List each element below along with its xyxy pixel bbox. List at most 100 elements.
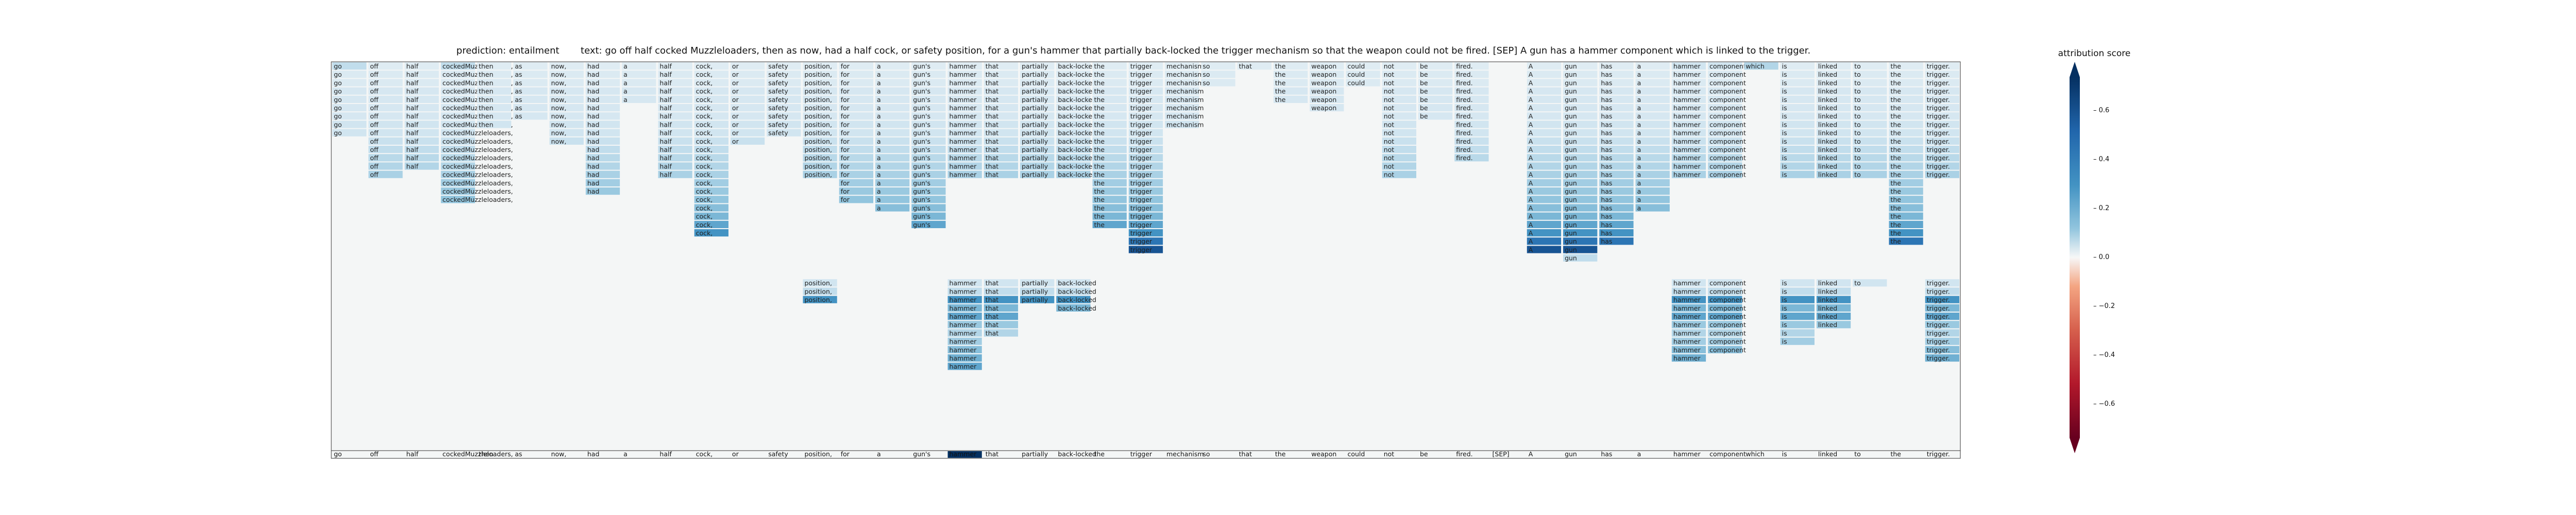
heatmap-cell bbox=[1165, 87, 1199, 95]
heatmap-cell bbox=[513, 104, 548, 112]
heatmap-cell bbox=[1563, 129, 1598, 136]
heatmap-cell bbox=[1563, 212, 1598, 220]
heatmap-cell bbox=[875, 187, 910, 195]
heatmap-cell-label: half bbox=[406, 162, 419, 170]
heatmap-cell-label: gun's bbox=[913, 129, 930, 137]
heatmap-cell-label: cockedMuzzleloaders, bbox=[443, 196, 513, 203]
heatmap-cell-label: a bbox=[1637, 154, 1641, 162]
heatmap-cell-label: trigger bbox=[1130, 62, 1153, 70]
heatmap-cell-label: has bbox=[1601, 204, 1612, 212]
heatmap-cell-label: linked bbox=[1818, 104, 1837, 112]
heatmap-cell bbox=[1128, 129, 1163, 136]
heatmap-cell-label: is bbox=[1782, 296, 1787, 304]
heatmap-cell-label: gun bbox=[1565, 138, 1577, 145]
heatmap-cell-label: cock, bbox=[696, 104, 713, 112]
heatmap-cell bbox=[1853, 62, 1887, 70]
heatmap-cell bbox=[1925, 79, 1959, 87]
heatmap-cell-label: is bbox=[1782, 321, 1787, 329]
x-tick-label: be bbox=[1420, 450, 1428, 458]
heatmap-cell-label: or bbox=[732, 71, 739, 78]
heatmap-cell bbox=[1889, 146, 1923, 153]
heatmap-cell-label: position, bbox=[804, 104, 832, 112]
heatmap-cell-label: is bbox=[1782, 287, 1787, 295]
heatmap-cell-label: hammer bbox=[1673, 346, 1701, 354]
heatmap-cell bbox=[694, 220, 728, 228]
heatmap-cell-label: position, bbox=[804, 154, 832, 162]
heatmap-cell bbox=[730, 95, 765, 103]
heatmap-cell bbox=[1563, 170, 1598, 178]
heatmap-cell bbox=[1853, 87, 1887, 95]
heatmap-cell-label: gun's bbox=[913, 71, 930, 78]
heatmap-cell bbox=[332, 79, 367, 87]
heatmap-cell bbox=[911, 79, 946, 87]
heatmap-cell-label: A bbox=[1529, 96, 1533, 104]
heatmap-cell bbox=[911, 220, 946, 228]
heatmap-cell-label: has bbox=[1601, 237, 1612, 245]
heatmap-cell bbox=[1454, 112, 1489, 120]
heatmap-cell-label: trigger. bbox=[1927, 287, 1950, 295]
heatmap-cell bbox=[1925, 296, 1959, 303]
heatmap-cell bbox=[1780, 95, 1815, 103]
heatmap-cell-label: gun bbox=[1565, 254, 1577, 262]
heatmap-cell bbox=[1201, 71, 1235, 78]
heatmap-cell-label: partially bbox=[1022, 296, 1048, 304]
heatmap-cell-label: linked bbox=[1818, 138, 1837, 145]
x-tick-label: cock, bbox=[696, 450, 713, 458]
heatmap-cell bbox=[984, 296, 1019, 303]
heatmap-cell bbox=[1527, 246, 1562, 253]
heatmap-cell-label: is bbox=[1782, 146, 1787, 153]
heatmap-cell bbox=[730, 112, 765, 120]
heatmap-cell bbox=[1780, 296, 1815, 303]
heatmap-cell bbox=[1708, 337, 1742, 345]
heatmap-cell bbox=[404, 104, 439, 112]
x-tick-label: linked bbox=[1818, 450, 1837, 458]
heatmap-cell bbox=[1925, 71, 1959, 78]
heatmap-cell-label: linked bbox=[1818, 313, 1837, 320]
heatmap-cell bbox=[1563, 187, 1598, 195]
heatmap-cell-label: hammer bbox=[1673, 279, 1701, 287]
x-tick-label: to bbox=[1854, 450, 1861, 458]
heatmap-cell bbox=[984, 62, 1019, 70]
heatmap-cell-label: a bbox=[877, 88, 881, 95]
heatmap-cell-label: component bbox=[1709, 121, 1746, 128]
heatmap-cell bbox=[1889, 87, 1923, 95]
heatmap-cell-label: now, bbox=[551, 96, 567, 104]
heatmap-cell-label: has bbox=[1601, 162, 1612, 170]
heatmap-cell bbox=[513, 62, 548, 70]
heatmap-cell bbox=[1092, 146, 1127, 153]
heatmap-cell-label: trigger bbox=[1130, 187, 1153, 195]
heatmap-cell bbox=[440, 121, 476, 128]
heatmap-cell-label: back-locked bbox=[1058, 96, 1096, 104]
heatmap-cell bbox=[1925, 279, 1959, 287]
heatmap-cell-label: the bbox=[1094, 221, 1105, 229]
heatmap-cell-label: or bbox=[732, 62, 739, 70]
heatmap-cell bbox=[658, 79, 692, 87]
heatmap-cell bbox=[911, 95, 946, 103]
heatmap-cell-label: is bbox=[1782, 88, 1787, 95]
heatmap-cell bbox=[839, 62, 873, 70]
x-tick-label: a bbox=[1637, 450, 1641, 458]
heatmap-cell bbox=[658, 154, 692, 162]
heatmap-cell-label: weapon bbox=[1311, 62, 1336, 70]
heatmap-cell-label: that bbox=[986, 171, 998, 179]
heatmap-cell bbox=[1310, 95, 1344, 103]
heatmap-cell bbox=[839, 196, 873, 203]
heatmap-cell bbox=[911, 71, 946, 78]
heatmap-cell-label: a bbox=[1637, 129, 1641, 137]
heatmap-cell bbox=[1925, 313, 1959, 320]
heatmap-cell-label: not bbox=[1384, 71, 1395, 78]
x-tick-label: trigger bbox=[1130, 450, 1153, 458]
heatmap-cell-label: that bbox=[986, 88, 998, 95]
heatmap-cell-label: A bbox=[1529, 154, 1533, 162]
heatmap-cell bbox=[875, 204, 910, 212]
heatmap-cell bbox=[694, 121, 728, 128]
heatmap-cell-label: weapon bbox=[1311, 104, 1336, 112]
heatmap-cell bbox=[875, 179, 910, 186]
heatmap-cell bbox=[1454, 71, 1489, 78]
heatmap-cell-label: a bbox=[623, 79, 628, 87]
heatmap-cell bbox=[803, 129, 837, 136]
heatmap-cell-label: has bbox=[1601, 171, 1612, 179]
heatmap-cell bbox=[1056, 279, 1091, 287]
heatmap-cell bbox=[1092, 196, 1127, 203]
heatmap-cell-label: that bbox=[986, 104, 998, 112]
